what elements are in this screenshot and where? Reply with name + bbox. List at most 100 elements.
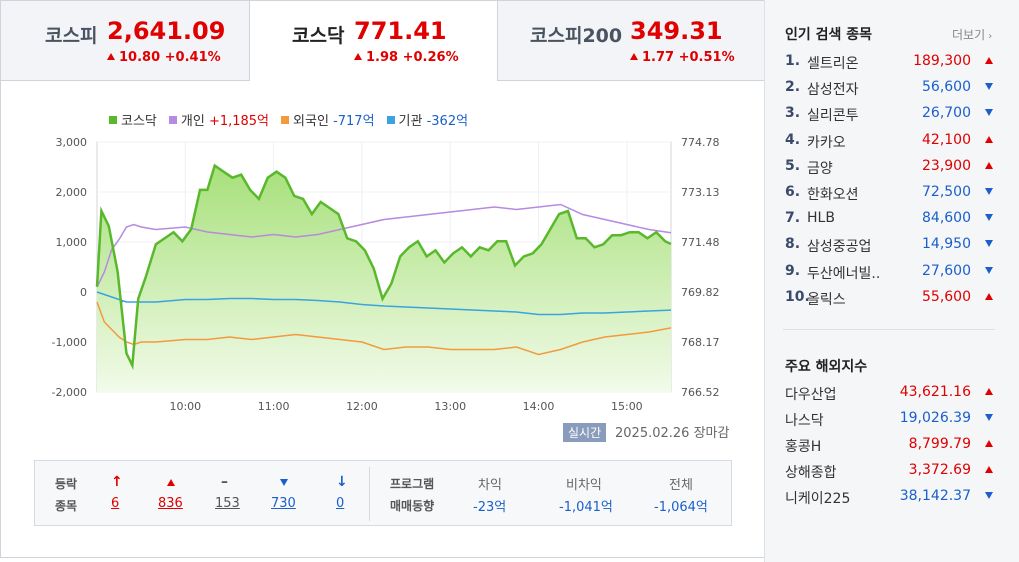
down-icon bbox=[280, 479, 288, 486]
tab-kospi[interactable]: 코스피 2,641.09 10.80 +0.41% bbox=[1, 1, 250, 81]
up-arrow-icon bbox=[985, 292, 993, 300]
chart-legend: 코스닥 개인 +1,185억 외국인 -717억 기관 -362억 bbox=[109, 110, 468, 129]
world-item[interactable]: 다우산업 43,621.16 bbox=[785, 384, 995, 404]
intraday-chart: 코스닥 개인 +1,185억 외국인 -717억 기관 -362억 3,000 2… bbox=[1, 82, 765, 452]
rank-number: 2. bbox=[785, 79, 801, 96]
popular-item[interactable]: 1. 셀트리온 189,300 bbox=[785, 53, 995, 73]
item-name: 상해종합 bbox=[785, 465, 837, 481]
legend-kosdaq: 코스닥 bbox=[109, 110, 157, 129]
down-arrow-icon bbox=[985, 240, 993, 248]
y-left-tick-label: 1,000 bbox=[56, 236, 88, 249]
up-arrow-icon bbox=[985, 161, 993, 169]
x-tick-label: 12:00 bbox=[346, 400, 378, 413]
world-item[interactable]: 홍콩H 8,799.79 bbox=[785, 436, 995, 456]
rank-number: 9. bbox=[785, 262, 801, 279]
popular-item[interactable]: 10. 올릭스 55,600 bbox=[785, 289, 995, 309]
tab-name: 코스피 bbox=[45, 25, 98, 47]
rank-number: 10. bbox=[785, 288, 810, 305]
y-left-tick-label: 3,000 bbox=[56, 136, 88, 149]
divider bbox=[783, 329, 995, 330]
kosdaq-line bbox=[95, 163, 672, 370]
down-count[interactable]: 730 bbox=[271, 496, 296, 511]
non-arbitrage-header: 비차익 bbox=[566, 478, 602, 493]
divider bbox=[369, 467, 370, 521]
legend-individual: 개인 +1,185억 bbox=[168, 110, 269, 129]
tab-change: 1.98 +0.26% bbox=[354, 50, 459, 65]
tab-value: 2,641.09 bbox=[107, 17, 226, 45]
popular-item[interactable]: 9. 두산에너빌.. 27,600 bbox=[785, 263, 995, 283]
down-arrow-icon bbox=[985, 492, 993, 499]
tab-change: 1.77 +0.51% bbox=[630, 50, 735, 65]
index-tabs: 코스피 2,641.09 10.80 +0.41% 코스닥 771.41 1.9… bbox=[1, 1, 765, 81]
item-name: 삼성중공업 bbox=[807, 239, 872, 256]
item-name: 금양 bbox=[807, 160, 833, 177]
up-arrow-icon bbox=[985, 388, 993, 395]
item-name: 카카오 bbox=[807, 134, 846, 151]
y-right-tick-label: 774.78 bbox=[681, 136, 720, 149]
y-right-tick-label: 766.52 bbox=[681, 386, 720, 399]
rank-number: 7. bbox=[785, 210, 801, 227]
item-name: 한화오션 bbox=[807, 187, 859, 203]
legend-institution: 기관 -362억 bbox=[386, 110, 468, 129]
item-name: 다우산업 bbox=[785, 387, 837, 403]
more-arrow-icon: › bbox=[985, 31, 993, 42]
program-label: 매매동향 bbox=[390, 499, 435, 513]
item-price: 8,799.79 bbox=[908, 436, 971, 452]
down-arrow-icon bbox=[985, 266, 993, 274]
up-arrow-icon bbox=[985, 135, 993, 143]
y-left-tick-label: 0 bbox=[80, 286, 87, 299]
tab-kosdaq[interactable]: 코스닥 771.41 1.98 +0.26% bbox=[250, 1, 498, 81]
arbitrage-value: -23억 bbox=[473, 500, 507, 515]
lower-limit-count[interactable]: 0 bbox=[336, 496, 345, 511]
tab-value: 771.41 bbox=[354, 17, 447, 45]
y-right-tick-label: 769.82 bbox=[681, 286, 720, 299]
y-left-tick-label: -1,000 bbox=[52, 336, 87, 349]
item-price: 14,950 bbox=[922, 236, 971, 253]
popular-title: 인기 검색 종목 bbox=[785, 27, 873, 43]
up-arrow-icon bbox=[985, 57, 993, 64]
total-value: -1,064억 bbox=[654, 500, 708, 515]
item-name: 두산에너빌.. bbox=[807, 265, 881, 282]
popular-item[interactable]: 8. 삼성중공업 14,950 bbox=[785, 236, 995, 256]
legend-foreign: 외국인 -717억 bbox=[281, 110, 375, 129]
non-arbitrage-value: -1,041억 bbox=[559, 500, 613, 515]
flat-count[interactable]: 153 bbox=[215, 496, 240, 511]
y-right-tick-label: 771.48 bbox=[681, 236, 720, 249]
item-price: 3,372.69 bbox=[908, 462, 971, 478]
rank-number: 1. bbox=[785, 53, 801, 69]
up-arrow-icon bbox=[985, 466, 993, 473]
institution-line bbox=[96, 291, 672, 316]
popular-item[interactable]: 3. 실리콘투 26,700 bbox=[785, 105, 995, 125]
more-link[interactable]: 더보기 › bbox=[952, 28, 993, 42]
market-panel: 코스피 2,641.09 10.80 +0.41% 코스닥 771.41 1.9… bbox=[0, 0, 765, 558]
world-item[interactable]: 나스닥 19,026.39 bbox=[785, 410, 995, 430]
item-name: 실리콘투 bbox=[807, 108, 859, 125]
sidebar: 인기 검색 종목 더보기 › 1. 셀트리온 189,300 2. 삼성전자 56,600… bbox=[764, 0, 1019, 562]
item-price: 19,026.39 bbox=[899, 410, 971, 426]
date-status: 2025.02.26 장마감 bbox=[615, 426, 730, 441]
popular-item[interactable]: 6. 한화오션 72,500 bbox=[785, 184, 995, 204]
popular-item[interactable]: 2. 삼성전자 56,600 bbox=[785, 79, 995, 99]
popular-item[interactable]: 7. HLB 84,600 bbox=[785, 210, 995, 230]
world-item[interactable]: 상해종합 3,372.69 bbox=[785, 462, 995, 482]
world-item[interactable]: 니케이225 38,142.37 bbox=[785, 488, 995, 508]
total-header: 전체 bbox=[669, 478, 693, 493]
item-name: 니케이225 bbox=[785, 491, 851, 507]
upper-limit-icon: ↑ bbox=[111, 474, 123, 490]
popular-item[interactable]: 4. 카카오 42,100 bbox=[785, 132, 995, 152]
upper-limit-count[interactable]: 6 bbox=[111, 496, 120, 511]
y-right-tick-label: 768.17 bbox=[681, 336, 720, 349]
item-price: 26,700 bbox=[922, 105, 971, 122]
y-left-tick-label: 2,000 bbox=[56, 186, 88, 199]
breadth-label: 종목 bbox=[55, 499, 78, 513]
market-breadth-box: 등락 종목 ↑ 6 836 – 153 730 ↓ 0 프로그램 매매동향 차익… bbox=[34, 460, 732, 526]
item-name: 홍콩H bbox=[785, 439, 822, 455]
item-price: 84,600 bbox=[922, 210, 971, 227]
item-price: 23,900 bbox=[922, 157, 971, 174]
program-label: 프로그램 bbox=[390, 477, 435, 491]
popular-item[interactable]: 5. 금양 23,900 bbox=[785, 158, 995, 178]
rank-number: 6. bbox=[785, 184, 801, 200]
y-left-tick-label: -2,000 bbox=[52, 386, 87, 399]
tab-kospi200[interactable]: 코스피200 349.31 1.77 +0.51% bbox=[498, 1, 765, 81]
up-count[interactable]: 836 bbox=[158, 496, 183, 511]
